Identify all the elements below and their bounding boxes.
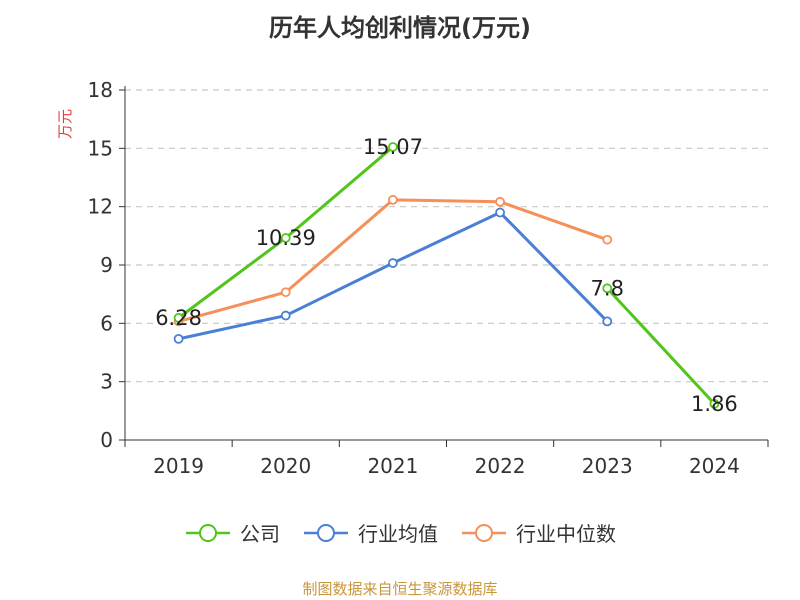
- legend-label-company: 公司: [240, 522, 280, 546]
- x-tick-label: 2019: [153, 454, 204, 478]
- series-industry-average: [173, 207, 613, 344]
- legend-label-industry-average: 行业均值: [358, 522, 438, 546]
- data-label: 10.39: [256, 226, 316, 250]
- y-tick-label: 18: [88, 78, 113, 102]
- data-point-industry-median[interactable]: [495, 196, 505, 207]
- x-tick-label: 2024: [689, 454, 740, 478]
- source-note: 制图数据来自恒生聚源数据库: [302, 580, 498, 598]
- data-point-company[interactable]: [388, 142, 398, 152]
- series-lines: [173, 142, 720, 409]
- x-tick-label: 2020: [260, 454, 311, 478]
- data-point-industry-average[interactable]: [495, 207, 505, 218]
- data-label: 7.8: [591, 276, 624, 300]
- y-tick-label: 6: [100, 311, 113, 335]
- data-point-company[interactable]: [602, 283, 613, 294]
- data-point-company[interactable]: [709, 398, 720, 409]
- data-label: 1.86: [691, 392, 738, 416]
- legend-item-company[interactable]: 公司: [184, 518, 280, 547]
- y-tick-label: 12: [88, 195, 113, 219]
- data-point-industry-average[interactable]: [173, 333, 184, 344]
- data-point-industry-median[interactable]: [388, 194, 398, 205]
- data-point-industry-average[interactable]: [280, 310, 291, 321]
- series-line-industry-average: [178, 211, 609, 341]
- data-point-industry-median[interactable]: [602, 234, 613, 245]
- series-company: [173, 142, 720, 409]
- series-line-company: [606, 287, 716, 405]
- legend-label-industry-median: 行业中位数: [516, 522, 616, 546]
- y-tick-label: 15: [88, 136, 113, 160]
- x-tick-label: 2023: [582, 454, 633, 478]
- legend: 公司 行业均值 行业中位数: [0, 518, 800, 547]
- legend-marker-industry-average: [304, 523, 348, 542]
- data-point-company[interactable]: [173, 312, 184, 323]
- x-tick-label: 2021: [367, 454, 418, 478]
- legend-item-industry-median[interactable]: 行业中位数: [460, 518, 616, 547]
- y-axis-label: 万元: [56, 109, 74, 139]
- gridlines: [125, 89, 768, 383]
- legend-marker-industry-median: [462, 523, 506, 542]
- data-point-company[interactable]: [280, 233, 291, 243]
- x-tick-label: 2022: [475, 454, 526, 478]
- y-tick-label: 3: [100, 370, 113, 394]
- y-tick-label: 0: [100, 428, 113, 452]
- axes: 0 3 6 9 12 15 18 2019 2020 2021 2022 2023 2024: [88, 78, 769, 478]
- data-point-industry-average[interactable]: [602, 316, 613, 327]
- y-tick-label: 9: [100, 253, 113, 277]
- data-label: 6.28: [155, 306, 202, 330]
- data-point-industry-median[interactable]: [280, 287, 291, 298]
- legend-marker-company: [186, 523, 230, 542]
- data-point-industry-average[interactable]: [388, 258, 398, 268]
- data-labels: 6.28 10.39 15.07 7.8 1.86: [155, 135, 738, 416]
- data-label: 15.07: [363, 135, 423, 159]
- chart-title: 历年人均创利情况(万元): [269, 14, 531, 42]
- legend-item-industry-average[interactable]: 行业均值: [302, 518, 438, 547]
